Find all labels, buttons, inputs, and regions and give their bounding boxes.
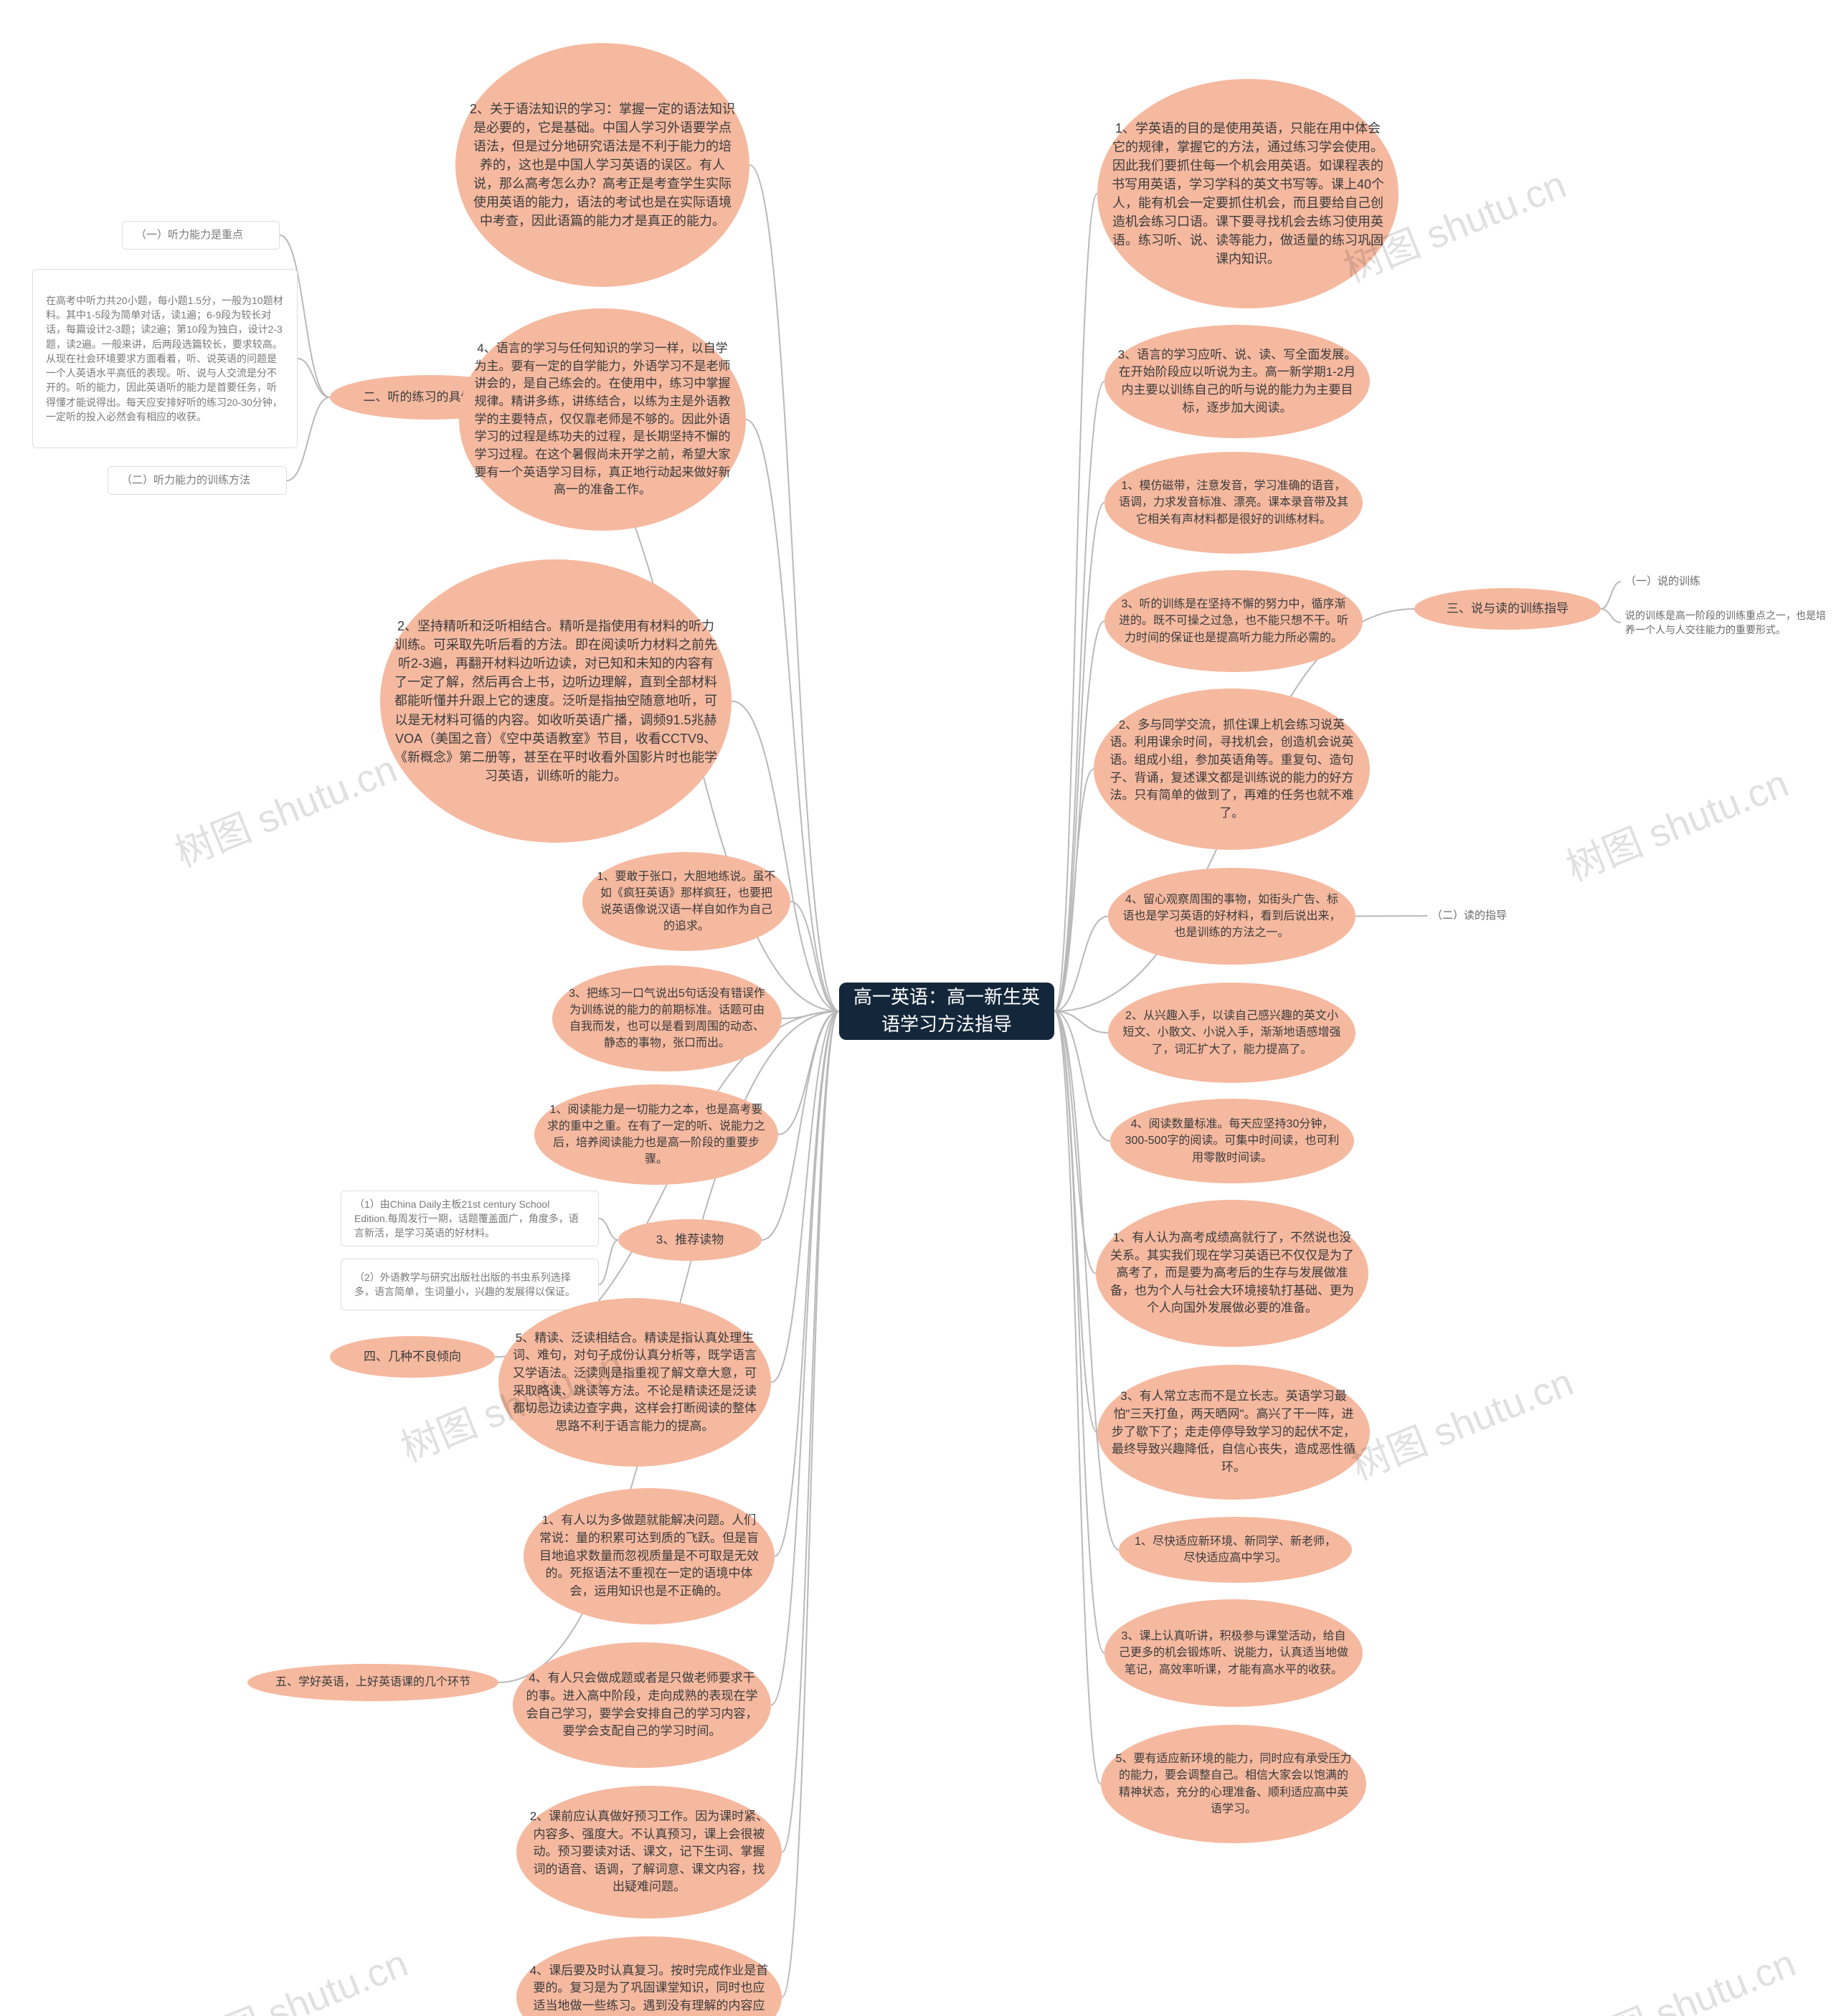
mindmap-node: 1、尽快适应新环境、新同学、新老师，尽快适应高中学习。 [1119, 1517, 1352, 1583]
mindmap-node: 4、阅读数量标准。每天应坚持30分钟，300-500字的阅读。可集中时间读，也可… [1110, 1099, 1354, 1183]
node-text: 2、关于语法知识的学习：掌握一定的语法知识是必要的，它是基础。中国人学习外语要学… [468, 100, 737, 231]
child-note: （一）说的训练 [1621, 570, 1743, 593]
mindmap-node: 1、有人以为多做题就能解决问题。人们常说：量的积累可达到质的飞跃。但是盲目地追求… [524, 1488, 775, 1624]
mindmap-node: 1、阅读能力是一切能力之本，也是高考要求的重中之重。在有了一定的听、说能力之后，… [534, 1084, 778, 1185]
child-note: （二）读的指导 [1427, 904, 1549, 928]
child-note: 说的训练是高一阶段的训练重点之一，也是培养一个人与人交往能力的重要形式。 [1621, 602, 1836, 643]
node-text: 2、从兴趣入手，以读自己感兴趣的英文小短文、小散文、小说入手，渐渐地语感增强了，… [1121, 1008, 1343, 1058]
node-text: 2、多与同学交流，抓住课上机会练习说英语。利用课余时间，寻找机会，创造机会说英语… [1107, 716, 1357, 823]
mindmap-node: 5、要有适应新环境的能力，同时应有承受压力的能力，要会调整自己。相信大家会以饱满… [1101, 1725, 1366, 1843]
node-text: 4、有人只会做成题或者是只做老师要求干的事。进入高中阶段，走向成熟的表现在学会自… [526, 1670, 758, 1741]
node-text: 3、课上认真听讲，积极参与课堂活动，给自己更多的机会锻炼听、说能力，认真适当地做… [1117, 1628, 1350, 1678]
mindmap-node: 三、说与读的训练指导 [1414, 588, 1601, 630]
mindmap-node: 3、把练习一口气说出5句话没有错误作为训练说的能力的前期标准。话题可由自我而发，… [552, 965, 782, 1071]
node-text: 5、精读、泛读相结合。精读是指认真处理生词、难句，对句子成份认真分析等，既学语言… [511, 1330, 758, 1436]
node-text: 1、模仿磁带，注意发音，学习准确的语音，语调，力求发音标准、漂亮。课本录音带及其… [1117, 478, 1350, 528]
watermark: 树图 shutu.cn [1556, 752, 1795, 892]
root-node: 高一英语：高一新生英语学习方法指导 [839, 983, 1054, 1040]
mindmap-node: 3、语言的学习应听、说、读、写全面发展。在开始阶段应以听说为主。高一新学期1-2… [1104, 325, 1370, 438]
node-text: 三、说与读的训练指导 [1447, 600, 1568, 618]
watermark: 树图 shutu.cn [176, 1931, 415, 2016]
root-label: 高一英语：高一新生英语学习方法指导 [852, 984, 1041, 1038]
mindmap-node: 4、有人只会做成题或者是只做老师要求干的事。进入高中阶段，走向成熟的表现在学会自… [513, 1642, 771, 1768]
node-text: 4、课后要及时认真复习。按时完成作业是首要的。复习是为了巩固课堂知识，同时也应适… [529, 1962, 769, 2016]
node-text: 2、坚持精听和泛听相结合。精听是指使用有材料的听力训练。可采取先听后看的方法。即… [393, 617, 719, 785]
node-text: 1、要敢于张口，大胆地练说。虽不如《疯狂英语》那样疯狂，也要把说英语像说汉语一样… [595, 869, 777, 935]
mindmap-node: 4、课后要及时认真复习。按时完成作业是首要的。复习是为了巩固课堂知识，同时也应适… [516, 1936, 782, 2016]
watermark: 树图 shutu.cn [1341, 1350, 1580, 1491]
child-text: （1）由China Daily主板21st century School Edi… [354, 1197, 585, 1241]
node-text: 1、有人以为多做题就能解决问题。人们常说：量的积累可达到质的飞跃。但是盲目地追求… [536, 1512, 762, 1600]
node-text: 五、学好英语，上好英语课的几个环节 [275, 1674, 470, 1690]
child-text: （2）外语教学与研究出版社出版的书虫系列选择多，语言简单，生词量小，兴趣的发展得… [354, 1270, 585, 1300]
mindmap-node: 1、有人认为高考成绩高就行了，不然说也没关系。其实我们现在学习英语已不仅仅是为了… [1096, 1200, 1368, 1347]
node-text: 1、学英语的目的是使用英语，只能在用中体会它的规律，掌握它的方法，通过练习学会使… [1110, 119, 1386, 269]
child-note: （1）由China Daily主板21st century School Edi… [341, 1191, 599, 1246]
mindmap-node: 1、要敢于张口，大胆地练说。虽不如《疯狂英语》那样疯狂，也要把说英语像说汉语一样… [582, 852, 790, 951]
node-text: 5、要有适应新环境的能力，同时应有承受压力的能力，要会调整自己。相信大家会以饱满… [1114, 1751, 1353, 1817]
node-text: 3、有人常立志而不是立长志。英语学习最怕"三天打鱼，两天晒网"。高兴了干一阵，进… [1110, 1388, 1357, 1476]
child-text: （一）说的训练 [1625, 574, 1700, 590]
mindmap-node: 3、推荐读物 [618, 1219, 762, 1261]
child-text: 说的训练是高一阶段的训练重点之一，也是培养一个人与人交往能力的重要形式。 [1625, 608, 1832, 638]
node-text: 3、听的训练是在坚持不懈的努力中，循序渐进的。既不可操之过急，也不能只想不干。听… [1117, 596, 1350, 646]
mindmap-node: 5、精读、泛读相结合。精读是指认真处理生词、难句，对句子成份认真分析等，既学语言… [498, 1298, 771, 1467]
child-note: （2）外语教学与研究出版社出版的书虫系列选择多，语言简单，生词量小，兴趣的发展得… [341, 1259, 599, 1310]
watermark: 树图 shutu.cn [1563, 1931, 1802, 2016]
child-text: （一）听力能力是重点 [136, 227, 243, 243]
mindmap-node: 3、有人常立志而不是立长志。英语学习最怕"三天打鱼，两天晒网"。高兴了干一阵，进… [1097, 1365, 1370, 1500]
node-text: 1、有人认为高考成绩高就行了，不然说也没关系。其实我们现在学习英语已不仅仅是为了… [1109, 1229, 1355, 1317]
node-text: 3、推荐读物 [656, 1231, 724, 1249]
node-text: 2、课前应认真做好预习工作。因为课时紧、内容多、强度大。不认真预习，课上会很被动… [529, 1808, 769, 1896]
child-text: （二）读的指导 [1432, 908, 1507, 924]
mindmap-node: 五、学好英语，上好英语课的几个环节 [247, 1664, 498, 1701]
mindmap-node: 2、关于语法知识的学习：掌握一定的语法知识是必要的，它是基础。中国人学习外语要学… [455, 43, 749, 287]
mindmap-node: 四、几种不良倾向 [330, 1336, 495, 1378]
mindmap-node: 2、坚持精听和泛听相结合。精听是指使用有材料的听力训练。可采取先听后看的方法。即… [380, 559, 732, 843]
child-text: 在高考中听力共20小题，每小题1.5分，一般为10题材料。其中1-5段为简单对话… [46, 293, 284, 425]
node-text: 3、把练习一口气说出5句话没有错误作为训练说的能力的前期标准。话题可由自我而发，… [565, 985, 769, 1052]
mindmap-node: 1、模仿磁带，注意发音，学习准确的语音，语调，力求发音标准、漂亮。课本录音带及其… [1104, 452, 1363, 554]
mindmap-node: 4、语言的学习与任何知识的学习一样，以自学为主。要有一定的自学能力，外语学习不是… [459, 308, 746, 531]
child-note: （二）听力能力的训练方法 [108, 466, 287, 495]
node-text: 4、语言的学习与任何知识的学习一样，以自学为主。要有一定的自学能力，外语学习不是… [472, 340, 733, 499]
mindmap-node: 4、留心观察周围的事物，如街头广告、标语也是学习英语的好材料，看到后说出来，也是… [1108, 868, 1355, 965]
mindmap-node: 3、课上认真听讲，积极参与课堂活动，给自己更多的机会锻炼听、说能力，认真适当地做… [1104, 1599, 1363, 1707]
node-text: 3、语言的学习应听、说、读、写全面发展。在开始阶段应以听说为主。高一新学期1-2… [1117, 346, 1357, 417]
child-note: 在高考中听力共20小题，每小题1.5分，一般为10题材料。其中1-5段为简单对话… [32, 269, 298, 448]
mindmap-node: 2、课前应认真做好预习工作。因为课时紧、内容多、强度大。不认真预习，课上会很被动… [516, 1786, 782, 1918]
mindmap-node: 2、多与同学交流，抓住课上机会练习说英语。利用课余时间，寻找机会，创造机会说英语… [1094, 688, 1370, 850]
node-text: 1、阅读能力是一切能力之本，也是高考要求的重中之重。在有了一定的听、说能力之后，… [547, 1102, 765, 1168]
mindmap-node: 2、从兴趣入手，以读自己感兴趣的英文小短文、小散文、小说入手，渐渐地语感增强了，… [1108, 983, 1355, 1083]
mindmap-node: 3、听的训练是在坚持不懈的努力中，循序渐进的。既不可操之过急，也不能只想不干。听… [1104, 570, 1363, 672]
watermark: 树图 shutu.cn [165, 737, 404, 878]
child-text: （二）听力能力的训练方法 [121, 473, 250, 488]
node-text: 四、几种不良倾向 [364, 1348, 461, 1366]
node-text: 1、尽快适应新环境、新同学、新老师，尽快适应高中学习。 [1132, 1533, 1339, 1566]
child-note: （一）听力能力是重点 [122, 221, 280, 250]
node-text: 4、阅读数量标准。每天应坚持30分钟，300-500字的阅读。可集中时间读，也可… [1123, 1116, 1341, 1166]
mindmap-node: 1、学英语的目的是使用英语，只能在用中体会它的规律，掌握它的方法，通过练习学会使… [1097, 79, 1399, 308]
node-text: 4、留心观察周围的事物，如街头广告、标语也是学习英语的好材料，看到后说出来，也是… [1121, 891, 1343, 942]
